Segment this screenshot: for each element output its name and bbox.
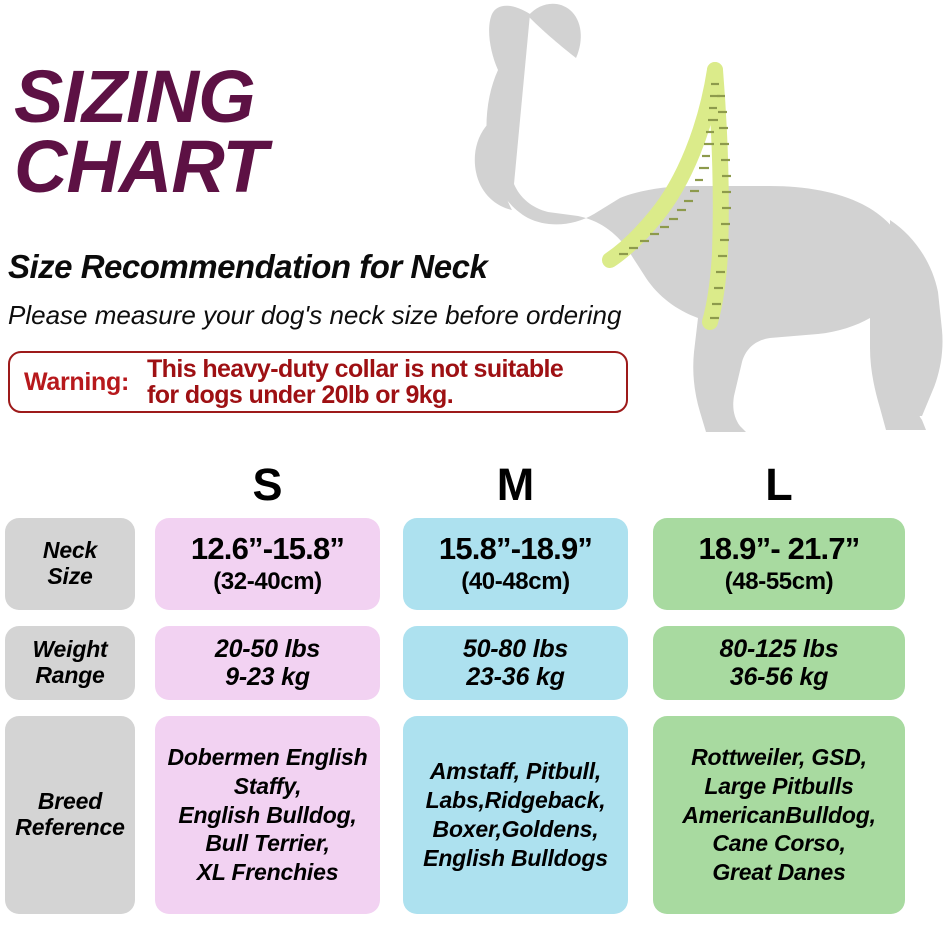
row-label-weight-range-line1: Weight xyxy=(32,636,108,663)
cell-breed-reference-m-line3: Boxer,Goldens, xyxy=(432,816,599,842)
row-label-neck-size: Neck Size xyxy=(5,518,135,610)
page-title: SIZING CHART xyxy=(14,55,534,209)
row-label-weight-range: Weight Range xyxy=(5,626,135,700)
warning-text-line1: This heavy-duty collar is not suitable xyxy=(147,355,564,383)
size-header-m: M xyxy=(496,459,535,510)
cell-weight-range-m-kg: 23-36 kg xyxy=(466,663,565,691)
page-title-line1: SIZING xyxy=(14,55,256,138)
cell-weight-range-m-lbs: 50-80 lbs xyxy=(462,635,569,663)
size-header-l: L xyxy=(765,459,793,510)
cell-breed-reference-l-line2: Large Pitbulls xyxy=(704,772,854,799)
cell-weight-range-s-lbs: 20-50 lbs xyxy=(214,635,321,663)
row-label-breed-reference-line2: Reference xyxy=(15,814,125,840)
row-label-neck-size-line1: Neck xyxy=(42,537,98,564)
row-label-neck-size-line2: Size xyxy=(47,563,93,589)
row-label-breed-reference-line1: Breed xyxy=(37,788,103,815)
cell-breed-reference-m-line2: Labs,Ridgeback, xyxy=(425,787,606,814)
cell-neck-size-s: 12.6”-15.8” (32-40cm) xyxy=(155,518,380,610)
cell-breed-reference-s-line2: Staffy, xyxy=(233,772,302,799)
page-title-line2: CHART xyxy=(14,125,268,209)
cell-weight-range-m: 50-80 lbs 23-36 kg xyxy=(403,626,628,700)
subtitle: Size Recommendation for Neck xyxy=(8,248,488,285)
cell-weight-range-s: 20-50 lbs 9-23 kg xyxy=(155,626,380,700)
cell-neck-size-m-inches: 15.8”-18.9” xyxy=(438,531,593,567)
warning-box: Warning: This heavy-duty collar is not s… xyxy=(8,351,628,413)
warning-text: This heavy-duty collar is not suitable f… xyxy=(147,355,564,409)
cell-breed-reference-s-line3: English Bulldog, xyxy=(178,801,357,828)
cell-breed-reference-s-line5: XL Frenchies xyxy=(196,859,339,886)
cell-neck-size-s-cm: (32-40cm) xyxy=(213,567,322,595)
cell-breed-reference-m: Amstaff, Pitbull, Labs,Ridgeback, Boxer,… xyxy=(403,716,628,914)
cell-weight-range-s-kg: 9-23 kg xyxy=(225,663,310,691)
size-header-s: S xyxy=(252,459,283,510)
cell-breed-reference-s-line1: Dobermen English xyxy=(167,743,368,770)
cell-neck-size-m: 15.8”-18.9” (40-48cm) xyxy=(403,518,628,610)
cell-breed-reference-m-line1: Amstaff, Pitbull, xyxy=(429,758,602,785)
cell-breed-reference-s-line4: Bull Terrier, xyxy=(205,830,330,857)
size-header-row: S M L xyxy=(0,462,946,510)
cell-weight-range-l-lbs: 80-125 lbs xyxy=(719,635,839,663)
warning-label: Warning: xyxy=(24,367,129,396)
cell-breed-reference-l-line4: Cane Corso, xyxy=(712,830,846,857)
cell-breed-reference-l-line5: Great Danes xyxy=(712,859,846,886)
cell-neck-size-m-cm: (40-48cm) xyxy=(461,567,570,595)
cell-breed-reference-l: Rottweiler, GSD, Large Pitbulls American… xyxy=(653,716,905,914)
subtitle-note: Please measure your dog's neck size befo… xyxy=(8,300,622,330)
cell-breed-reference-l-line1: Rottweiler, GSD, xyxy=(691,743,867,770)
cell-neck-size-s-inches: 12.6”-15.8” xyxy=(190,531,345,567)
measuring-tape xyxy=(602,62,731,330)
cell-breed-reference-s: Dobermen English Staffy, English Bulldog… xyxy=(155,716,380,914)
cell-breed-reference-m-line4: English Bulldogs xyxy=(423,844,608,871)
sizing-table: Neck Size 12.6”-15.8” (32-40cm) 15.8”-18… xyxy=(0,518,946,914)
cell-weight-range-l-kg: 36-56 kg xyxy=(729,663,829,691)
warning-text-line2: for dogs under 20lb or 9kg. xyxy=(147,381,454,409)
cell-neck-size-l: 18.9”- 21.7” (48-55cm) xyxy=(653,518,905,610)
cell-neck-size-l-cm: (48-55cm) xyxy=(724,567,834,595)
cell-neck-size-l-inches: 18.9”- 21.7” xyxy=(698,531,860,567)
table-row-breed-reference: Breed Reference Dobermen English Staffy,… xyxy=(0,716,946,914)
cell-breed-reference-l-line3: AmericanBulldog, xyxy=(682,801,876,828)
table-row-weight-range: Weight Range 20-50 lbs 9-23 kg 50-80 lbs… xyxy=(0,626,946,700)
row-label-breed-reference: Breed Reference xyxy=(5,716,135,914)
cell-weight-range-l: 80-125 lbs 36-56 kg xyxy=(653,626,905,700)
tape-ticks xyxy=(619,82,731,320)
row-label-weight-range-line2: Range xyxy=(35,662,105,688)
table-row-neck-size: Neck Size 12.6”-15.8” (32-40cm) 15.8”-18… xyxy=(0,518,946,610)
